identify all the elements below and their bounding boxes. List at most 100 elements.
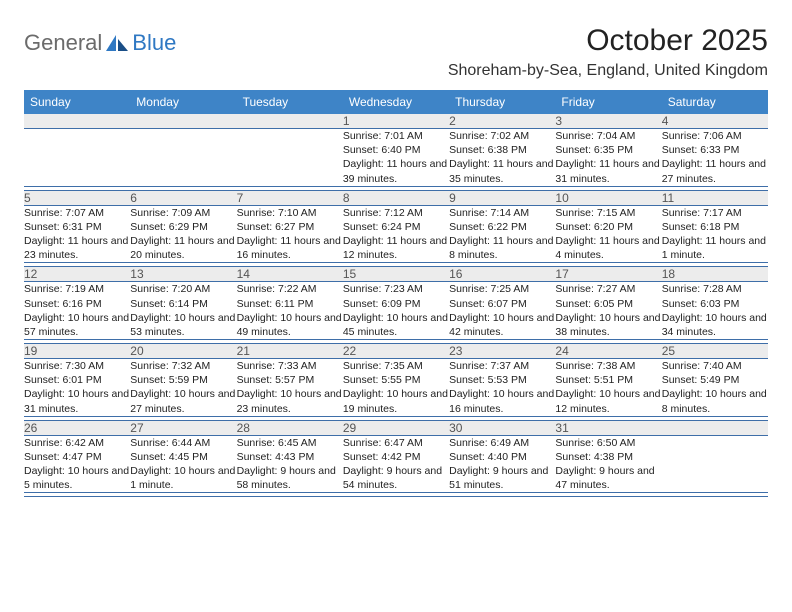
sunrise-line: Sunrise: 7:23 AM <box>343 282 449 296</box>
daylight-line: Daylight: 10 hours and 53 minutes. <box>130 311 236 339</box>
day-number: 8 <box>343 190 449 205</box>
day-cell: Sunrise: 7:23 AMSunset: 6:09 PMDaylight:… <box>343 282 449 340</box>
day-number: 1 <box>343 114 449 129</box>
daylight-line: Daylight: 9 hours and 51 minutes. <box>449 464 555 492</box>
sunrise-line: Sunrise: 7:07 AM <box>24 206 130 220</box>
sunset-line: Sunset: 5:59 PM <box>130 373 236 387</box>
sunset-line: Sunset: 6:05 PM <box>555 297 661 311</box>
day-number: 14 <box>237 267 343 282</box>
day-number: 11 <box>662 190 768 205</box>
daylight-line: Daylight: 9 hours and 58 minutes. <box>237 464 343 492</box>
sunrise-line: Sunrise: 7:35 AM <box>343 359 449 373</box>
sunrise-line: Sunrise: 7:02 AM <box>449 129 555 143</box>
day-number: 19 <box>24 344 130 359</box>
logo: General Blue <box>24 30 176 56</box>
day-number: 18 <box>662 267 768 282</box>
daylight-line: Daylight: 10 hours and 1 minute. <box>130 464 236 492</box>
day-cell: Sunrise: 7:01 AMSunset: 6:40 PMDaylight:… <box>343 129 449 187</box>
sunset-line: Sunset: 5:53 PM <box>449 373 555 387</box>
sunset-line: Sunset: 4:42 PM <box>343 450 449 464</box>
day-cell: Sunrise: 7:27 AMSunset: 6:05 PMDaylight:… <box>555 282 661 340</box>
daynum-row: 12131415161718 <box>24 267 768 282</box>
sunrise-line: Sunrise: 7:38 AM <box>555 359 661 373</box>
daylight-line: Daylight: 10 hours and 49 minutes. <box>237 311 343 339</box>
day-cell: Sunrise: 7:33 AMSunset: 5:57 PMDaylight:… <box>237 359 343 417</box>
day-number: 26 <box>24 420 130 435</box>
daylight-line: Daylight: 11 hours and 8 minutes. <box>449 234 555 262</box>
day-number: 27 <box>130 420 236 435</box>
day-cell: Sunrise: 7:38 AMSunset: 5:51 PMDaylight:… <box>555 359 661 417</box>
day-number: 21 <box>237 344 343 359</box>
sunrise-line: Sunrise: 7:10 AM <box>237 206 343 220</box>
day-number <box>130 114 236 129</box>
day-number: 25 <box>662 344 768 359</box>
weekday-header: Thursday <box>449 90 555 114</box>
sunrise-line: Sunrise: 7:40 AM <box>662 359 768 373</box>
sunrise-line: Sunrise: 7:04 AM <box>555 129 661 143</box>
sunrise-line: Sunrise: 7:25 AM <box>449 282 555 296</box>
sunrise-line: Sunrise: 7:30 AM <box>24 359 130 373</box>
day-number: 6 <box>130 190 236 205</box>
day-number: 2 <box>449 114 555 129</box>
sunset-line: Sunset: 6:33 PM <box>662 143 768 157</box>
daynum-row: 567891011 <box>24 190 768 205</box>
weekday-header: Monday <box>130 90 236 114</box>
sunset-line: Sunset: 6:38 PM <box>449 143 555 157</box>
sunset-line: Sunset: 6:35 PM <box>555 143 661 157</box>
day-cell: Sunrise: 7:17 AMSunset: 6:18 PMDaylight:… <box>662 205 768 263</box>
day-cell: Sunrise: 7:14 AMSunset: 6:22 PMDaylight:… <box>449 205 555 263</box>
daylight-line: Daylight: 10 hours and 42 minutes. <box>449 311 555 339</box>
sunrise-line: Sunrise: 7:22 AM <box>237 282 343 296</box>
weekday-header-row: Sunday Monday Tuesday Wednesday Thursday… <box>24 90 768 114</box>
page-title: October 2025 <box>448 24 768 58</box>
daylight-line: Daylight: 11 hours and 31 minutes. <box>555 157 661 185</box>
day-cell: Sunrise: 7:06 AMSunset: 6:33 PMDaylight:… <box>662 129 768 187</box>
day-number: 20 <box>130 344 236 359</box>
daynum-row: 262728293031 <box>24 420 768 435</box>
sunset-line: Sunset: 6:09 PM <box>343 297 449 311</box>
daylight-line: Daylight: 10 hours and 5 minutes. <box>24 464 130 492</box>
day-number: 31 <box>555 420 661 435</box>
day-number: 30 <box>449 420 555 435</box>
daylight-line: Daylight: 10 hours and 31 minutes. <box>24 387 130 415</box>
sunrise-line: Sunrise: 6:50 AM <box>555 436 661 450</box>
day-cell: Sunrise: 7:15 AMSunset: 6:20 PMDaylight:… <box>555 205 661 263</box>
sunset-line: Sunset: 6:24 PM <box>343 220 449 234</box>
sunset-line: Sunset: 6:22 PM <box>449 220 555 234</box>
day-cell: Sunrise: 7:28 AMSunset: 6:03 PMDaylight:… <box>662 282 768 340</box>
daylight-line: Daylight: 9 hours and 54 minutes. <box>343 464 449 492</box>
day-cell: Sunrise: 6:42 AMSunset: 4:47 PMDaylight:… <box>24 435 130 493</box>
day-number: 3 <box>555 114 661 129</box>
sunset-line: Sunset: 6:20 PM <box>555 220 661 234</box>
daynum-row: 1234 <box>24 114 768 129</box>
sunset-line: Sunset: 6:31 PM <box>24 220 130 234</box>
daylight-line: Daylight: 10 hours and 34 minutes. <box>662 311 768 339</box>
weekday-header: Saturday <box>662 90 768 114</box>
day-cell: Sunrise: 7:10 AMSunset: 6:27 PMDaylight:… <box>237 205 343 263</box>
detail-row: Sunrise: 6:42 AMSunset: 4:47 PMDaylight:… <box>24 435 768 493</box>
sunrise-line: Sunrise: 7:33 AM <box>237 359 343 373</box>
sunset-line: Sunset: 6:14 PM <box>130 297 236 311</box>
title-block: October 2025 Shoreham-by-Sea, England, U… <box>448 24 768 88</box>
logo-sail-icon <box>104 33 130 53</box>
daylight-line: Daylight: 10 hours and 38 minutes. <box>555 311 661 339</box>
day-number <box>24 114 130 129</box>
daylight-line: Daylight: 10 hours and 8 minutes. <box>662 387 768 415</box>
day-cell: Sunrise: 7:40 AMSunset: 5:49 PMDaylight:… <box>662 359 768 417</box>
daylight-line: Daylight: 11 hours and 1 minute. <box>662 234 768 262</box>
sunrise-line: Sunrise: 7:09 AM <box>130 206 236 220</box>
sunrise-line: Sunrise: 7:15 AM <box>555 206 661 220</box>
sunrise-line: Sunrise: 7:06 AM <box>662 129 768 143</box>
daylight-line: Daylight: 11 hours and 4 minutes. <box>555 234 661 262</box>
sunset-line: Sunset: 5:57 PM <box>237 373 343 387</box>
day-cell: Sunrise: 6:47 AMSunset: 4:42 PMDaylight:… <box>343 435 449 493</box>
day-number: 13 <box>130 267 236 282</box>
sunset-line: Sunset: 6:01 PM <box>24 373 130 387</box>
sunrise-line: Sunrise: 7:14 AM <box>449 206 555 220</box>
sunset-line: Sunset: 6:40 PM <box>343 143 449 157</box>
sunset-line: Sunset: 5:49 PM <box>662 373 768 387</box>
day-number: 10 <box>555 190 661 205</box>
day-cell <box>237 129 343 187</box>
daylight-line: Daylight: 11 hours and 35 minutes. <box>449 157 555 185</box>
day-cell: Sunrise: 6:49 AMSunset: 4:40 PMDaylight:… <box>449 435 555 493</box>
